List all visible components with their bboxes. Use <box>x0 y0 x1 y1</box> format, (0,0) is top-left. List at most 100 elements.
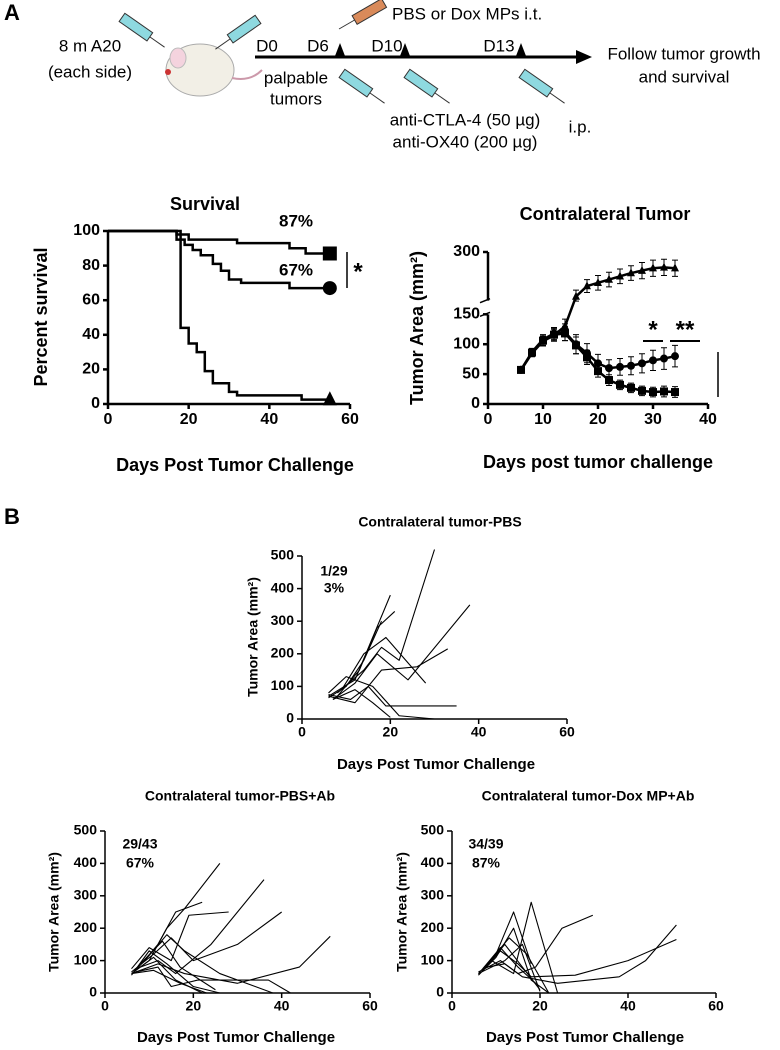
marker <box>322 246 337 261</box>
marker <box>322 391 337 406</box>
x-tick-label: 20 <box>589 411 607 428</box>
y-tick-label: 500 <box>271 547 295 563</box>
annotation: 87% <box>279 211 313 230</box>
line <box>144 934 274 994</box>
schematic-text: i.p. <box>569 117 592 136</box>
schematic-text: (each side) <box>48 62 132 81</box>
annotation: 1/29 <box>320 563 347 579</box>
line <box>332 689 391 718</box>
survival-curve <box>108 229 330 255</box>
syringe <box>338 68 385 104</box>
x-tick-label: 40 <box>699 411 717 428</box>
chart: Contralateral tumor-PBS+Ab Days Post Tumo… <box>46 788 378 1046</box>
line <box>131 911 229 970</box>
panel-label: A <box>4 0 20 25</box>
chart: Contralateral tumor-Dox MP+Ab Days Post T… <box>394 788 724 1046</box>
schematic-text: and survival <box>639 67 730 86</box>
y-tick-label: 150 <box>453 306 480 323</box>
marker <box>649 263 657 272</box>
day-label: D10 <box>371 36 402 55</box>
chart-title: Survival <box>170 194 240 214</box>
annotation: 29/43 <box>122 836 157 852</box>
x-tick-label: 20 <box>186 998 202 1014</box>
annotation: 87% <box>472 855 501 871</box>
x-axis-label: Days post tumor challenge <box>483 452 713 472</box>
y-tick-label: 400 <box>421 854 445 870</box>
line <box>328 685 457 707</box>
day-label: D13 <box>483 36 514 55</box>
y-tick-label: 0 <box>436 984 444 1000</box>
line <box>131 969 207 994</box>
annotation: 3% <box>324 580 345 596</box>
x-tick-label: 40 <box>260 411 278 428</box>
x-tick-label: 40 <box>620 998 636 1014</box>
line <box>140 879 265 975</box>
x-tick-label: 30 <box>644 411 662 428</box>
syringe <box>118 12 165 48</box>
marker <box>660 354 668 363</box>
line <box>478 943 541 992</box>
syringe <box>338 0 388 30</box>
y-tick-label: 60 <box>82 291 100 308</box>
line <box>131 935 331 984</box>
marker <box>616 362 624 371</box>
schematic-text: PBS or Dox MPs i.t. <box>392 4 542 23</box>
syringe <box>403 68 450 104</box>
annotation: * <box>353 258 363 285</box>
day-label: D0 <box>256 36 278 55</box>
panel-label: B <box>4 504 20 529</box>
x-tick-label: 0 <box>298 724 306 740</box>
axis-break <box>479 297 491 304</box>
marker <box>616 271 624 280</box>
annotation: ** <box>676 316 695 343</box>
marker <box>616 380 624 389</box>
x-axis-label: Days Post Tumor Challenge <box>137 1029 335 1046</box>
y-axis-label: Percent survival <box>31 247 51 386</box>
marker <box>583 353 591 362</box>
marker <box>539 336 547 345</box>
marker <box>517 365 525 374</box>
syringe <box>518 68 565 104</box>
marker <box>605 376 613 385</box>
y-tick-label: 400 <box>271 579 295 595</box>
x-tick-label: 0 <box>101 998 109 1014</box>
annotation: * <box>648 316 658 343</box>
syringe <box>215 14 262 50</box>
line <box>131 911 282 973</box>
schematic-text: Follow tumor growth <box>607 44 760 63</box>
marker <box>649 356 657 365</box>
line <box>328 648 449 704</box>
marker <box>638 359 646 368</box>
x-tick-label: 60 <box>362 998 378 1014</box>
y-tick-label: 200 <box>271 645 295 661</box>
timepoint <box>335 43 345 56</box>
chart-title: Contralateral tumor-PBS <box>358 514 521 530</box>
y-tick-label: 100 <box>453 335 480 352</box>
y-tick-label: 300 <box>74 887 98 903</box>
marker <box>322 281 337 296</box>
line <box>336 611 396 697</box>
y-tick-label: 400 <box>74 854 98 870</box>
survival-curve <box>108 229 330 290</box>
y-tick-label: 300 <box>271 612 295 628</box>
line <box>487 924 677 984</box>
marker <box>671 388 679 397</box>
annotation: 67% <box>279 260 313 279</box>
y-tick-label: 100 <box>421 951 445 967</box>
line <box>332 604 471 700</box>
x-tick-label: 20 <box>383 724 399 740</box>
chart: Contralateral Tumor Days post tumor chall… <box>407 204 717 472</box>
line <box>135 966 291 994</box>
y-tick-label: 500 <box>421 822 445 838</box>
line <box>478 914 594 975</box>
line <box>328 676 435 720</box>
y-tick-label: 0 <box>91 395 100 412</box>
y-axis-label: Tumor Area (mm²) <box>394 852 410 972</box>
survival-curve <box>108 229 330 401</box>
marker <box>627 361 635 370</box>
marker <box>660 387 668 396</box>
x-tick-label: 40 <box>471 724 487 740</box>
schematic-text: 8 m A20 <box>59 36 121 55</box>
marker <box>550 330 558 339</box>
